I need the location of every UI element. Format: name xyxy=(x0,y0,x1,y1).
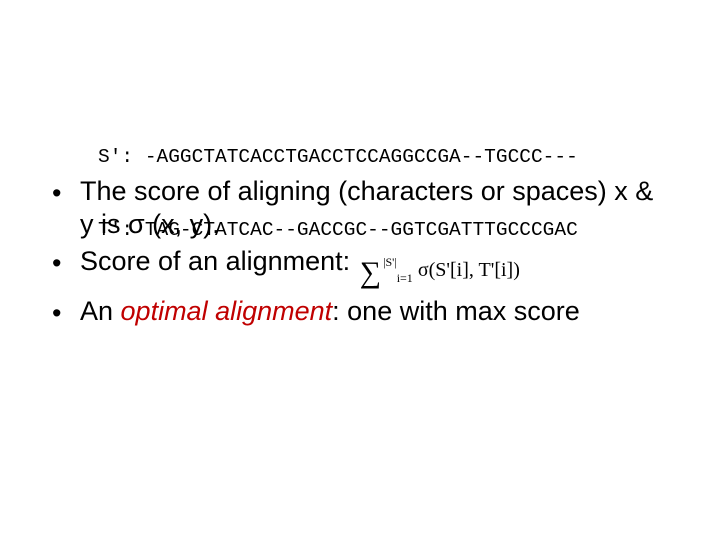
slide: S': -AGGCTATCACCTGACCTCCAGGCCGA--TGCCC--… xyxy=(0,0,720,540)
alignment-s-label: S': xyxy=(98,146,145,168)
bullet-item-2: • Score of an alignment: ∑|S'|i=1 σ(S'[i… xyxy=(52,245,672,292)
bullet-dot-icon: • xyxy=(52,175,80,210)
bullet-dot-icon: • xyxy=(52,295,80,330)
formula-body: σ(S'[i], T'[i]) xyxy=(418,259,520,281)
bullet-dot-icon: • xyxy=(52,245,80,280)
score-formula: ∑|S'|i=1 σ(S'[i], T'[i]) xyxy=(358,255,520,292)
summation-icon: ∑ xyxy=(358,256,383,289)
formula-upper: |S'| xyxy=(383,255,397,269)
bullet-3-suffix: : one with max score xyxy=(332,296,580,326)
bullet-item-3: • An optimal alignment: one with max sco… xyxy=(52,295,672,330)
alignment-s-line: S': -AGGCTATCACCTGACCTCCAGGCCGA--TGCCC--… xyxy=(98,145,578,169)
bullet-3-prefix: An xyxy=(80,296,121,326)
alignment-s-seq: -AGGCTATCACCTGACCTCCAGGCCGA--TGCCC--- xyxy=(145,146,578,168)
bullet-2-prefix: Score of an alignment: xyxy=(80,246,358,276)
bullet-item-1: • The score of aligning (characters or s… xyxy=(52,175,672,241)
bullet-text-1: The score of aligning (characters or spa… xyxy=(80,175,672,241)
bullet-text-3: An optimal alignment: one with max score xyxy=(80,295,672,328)
bullet-text-2: Score of an alignment: ∑|S'|i=1 σ(S'[i],… xyxy=(80,245,672,292)
bullet-3-emph: optimal alignment xyxy=(121,296,333,326)
bullet-list: • The score of aligning (characters or s… xyxy=(52,175,672,334)
formula-lower: i=1 xyxy=(397,271,413,285)
